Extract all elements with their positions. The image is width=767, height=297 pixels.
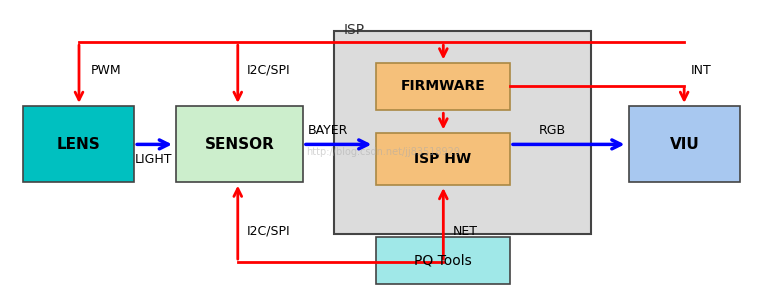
FancyBboxPatch shape [334,31,591,234]
Text: SENSOR: SENSOR [205,137,275,152]
Text: FIRMWARE: FIRMWARE [400,79,486,93]
FancyBboxPatch shape [176,106,303,182]
Text: LIGHT: LIGHT [135,153,172,166]
Text: ISP: ISP [344,23,365,37]
Text: I2C/SPI: I2C/SPI [247,64,291,77]
Text: I2C/SPI: I2C/SPI [247,224,291,237]
Text: VIU: VIU [670,137,700,152]
Text: INT: INT [690,64,711,77]
Text: ISP HW: ISP HW [414,152,472,166]
Text: LENS: LENS [57,137,100,152]
Text: PWM: PWM [91,64,121,77]
FancyBboxPatch shape [23,106,134,182]
FancyBboxPatch shape [376,63,510,110]
Text: http://blog.csdn.net/jj83518929: http://blog.csdn.net/jj83518929 [307,147,460,157]
Text: BAYER: BAYER [308,124,348,137]
Text: PQ Tools: PQ Tools [414,253,472,267]
FancyBboxPatch shape [629,106,740,182]
Text: NET: NET [453,225,478,238]
FancyBboxPatch shape [376,237,510,284]
Text: RGB: RGB [538,124,566,137]
FancyBboxPatch shape [376,133,510,185]
